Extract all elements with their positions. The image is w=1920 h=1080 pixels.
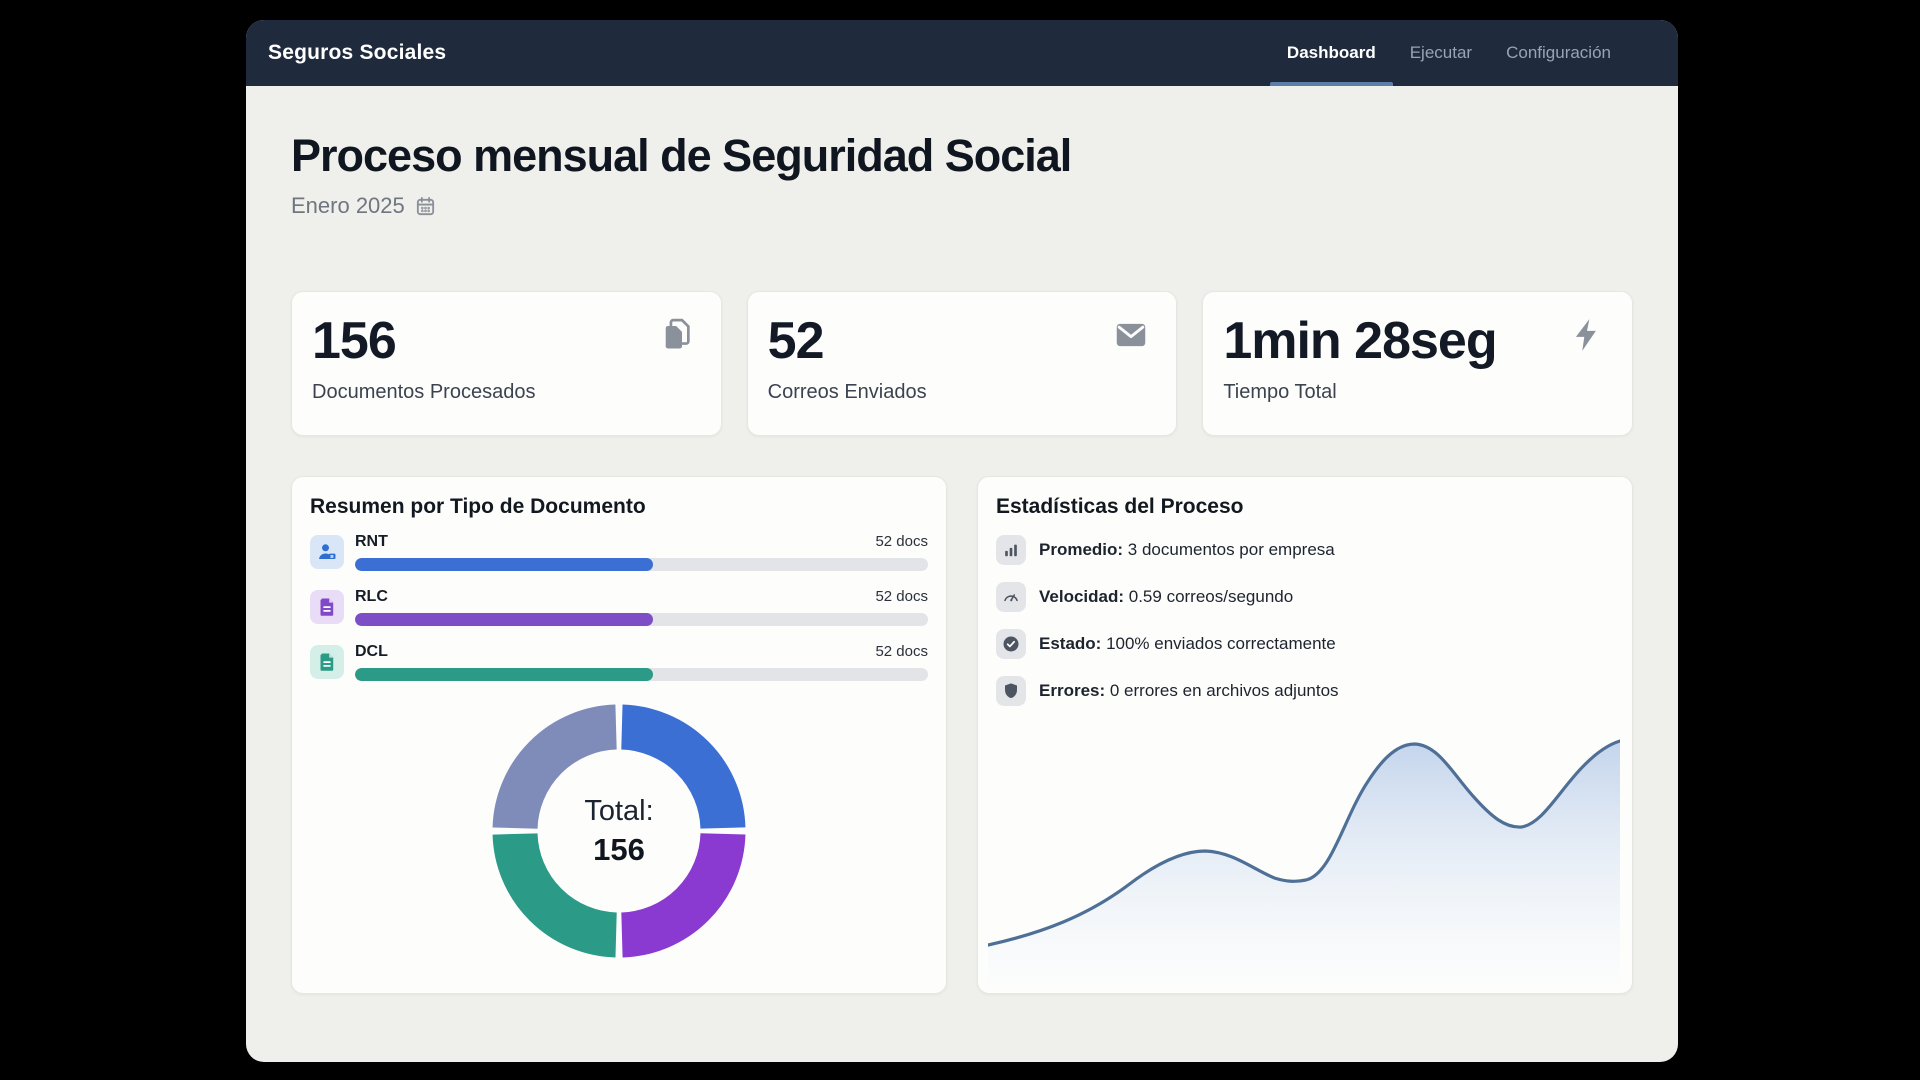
stat-label: Correos Enviados xyxy=(767,380,927,403)
donut-center-text: Total: 156 xyxy=(486,698,752,964)
progress-track xyxy=(355,613,928,627)
stats-panel-title: Estadísticas del Proceso xyxy=(996,495,1244,519)
stat-value: 1min 28seg xyxy=(1223,312,1497,371)
stat-cards: 156 Documentos Procesados 52 Correos Env… xyxy=(291,291,1633,437)
shield-icon xyxy=(996,676,1026,707)
progress-fill xyxy=(355,613,653,627)
progress-fill xyxy=(355,668,653,682)
donut-segment-rnt xyxy=(492,704,746,958)
doc-type-count: 52 docs xyxy=(875,588,928,606)
progress-track xyxy=(355,558,928,572)
stat-item-value: 0 errores en archivos adjuntos xyxy=(1105,681,1339,701)
stat-item-velocidad: Velocidad: 0.59 correos/segundo xyxy=(996,582,1614,613)
stats-panel: Estadísticas del Proceso Promedio: 3 doc… xyxy=(977,476,1633,995)
nav-item-label: Ejecutar xyxy=(1409,43,1473,62)
brand-title: Seguros Sociales xyxy=(268,41,447,64)
donut-chart: Total: 156 xyxy=(486,698,752,964)
summary-panel: Resumen por Tipo de Documento B xyxy=(291,476,947,995)
stat-item-value: 0.59 correos/segundo xyxy=(1124,587,1294,607)
panels-row: Resumen por Tipo de Documento B xyxy=(291,476,1633,995)
nav-item-ejecutar[interactable]: Ejecutar xyxy=(1393,20,1489,86)
donut-segment-extra xyxy=(492,704,746,958)
stat-item-label: Estado: xyxy=(1039,634,1102,654)
stat-item-label: Promedio: xyxy=(1039,540,1124,560)
doc-type-row-rlc: RLC 52 docs xyxy=(310,588,928,627)
progress-track xyxy=(355,668,928,682)
progress-fill xyxy=(355,558,653,572)
doc-type-label: RNT xyxy=(355,533,388,551)
doc-type-count: 52 docs xyxy=(875,533,928,551)
stat-label: Documentos Procesados xyxy=(312,380,536,403)
trend-area-chart xyxy=(988,733,1620,986)
doc-type-list: B RNT 52 docs xyxy=(310,533,928,682)
person-badge-icon: B xyxy=(310,535,344,570)
stat-item-errores: Errores: 0 errores en archivos adjuntos xyxy=(996,676,1614,707)
period-subtitle: Enero 2025 xyxy=(291,193,1633,219)
lightning-icon xyxy=(1568,316,1606,354)
stat-item-value: 100% enviados correctamente xyxy=(1101,634,1336,654)
check-circle-icon xyxy=(996,629,1026,660)
doc-type-count: 52 docs xyxy=(875,643,928,661)
document-icon xyxy=(310,590,344,625)
doc-type-label: DCL xyxy=(355,643,388,661)
stat-item-promedio: Promedio: 3 documentos por empresa xyxy=(996,535,1614,566)
stats-list: Promedio: 3 documentos por empresa xyxy=(996,535,1614,707)
stat-label: Tiempo Total xyxy=(1223,380,1337,403)
stat-card-correos: 52 Correos Enviados xyxy=(746,291,1178,437)
nav-item-configuracion[interactable]: Configuración xyxy=(1489,20,1628,86)
summary-panel-title: Resumen por Tipo de Documento xyxy=(310,495,646,519)
stat-item-estado: Estado: 100% enviados correctamente xyxy=(996,629,1614,660)
documents-icon xyxy=(657,316,695,354)
gauge-icon xyxy=(996,582,1026,613)
page-content: Proceso mensual de Seguridad Social Ener… xyxy=(246,130,1678,995)
nav-item-dashboard[interactable]: Dashboard xyxy=(1269,20,1393,86)
donut-segment-dcl xyxy=(492,704,746,958)
stat-value: 52 xyxy=(767,312,825,371)
nav-item-label: Configuración xyxy=(1506,43,1611,62)
calendar-icon xyxy=(416,196,434,215)
stat-card-tiempo: 1min 28seg Tiempo Total xyxy=(1202,291,1633,437)
stat-item-label: Errores: xyxy=(1039,681,1106,701)
navbar: Seguros Sociales Dashboard Ejecutar Conf… xyxy=(246,20,1678,86)
donut-total-value: 156 xyxy=(593,831,645,867)
donut-segment-rlc xyxy=(492,704,746,958)
page-title: Proceso mensual de Seguridad Social xyxy=(291,130,1072,181)
app-window: Seguros Sociales Dashboard Ejecutar Conf… xyxy=(246,20,1678,1062)
stat-item-value: 3 documentos por empresa xyxy=(1123,540,1335,560)
doc-type-label: RLC xyxy=(355,588,388,606)
stat-item-label: Velocidad: xyxy=(1039,587,1125,607)
nav-item-label: Dashboard xyxy=(1286,43,1376,62)
doc-type-row-rnt: B RNT 52 docs xyxy=(310,533,928,572)
stat-value: 156 xyxy=(312,312,397,371)
main-nav: Dashboard Ejecutar Configuración xyxy=(1269,20,1628,86)
trend-line xyxy=(988,739,1620,947)
donut-total-label: Total: xyxy=(584,794,654,827)
doc-type-row-dcl: DCL 52 docs xyxy=(310,643,928,682)
stat-card-documentos: 156 Documentos Procesados xyxy=(291,291,722,437)
document-icon xyxy=(310,645,344,680)
area-fill xyxy=(988,741,1620,986)
mail-icon xyxy=(1112,316,1150,354)
period-label: Enero 2025 xyxy=(291,193,405,219)
bar-chart-icon xyxy=(996,535,1026,566)
svg-text:B: B xyxy=(330,554,334,559)
